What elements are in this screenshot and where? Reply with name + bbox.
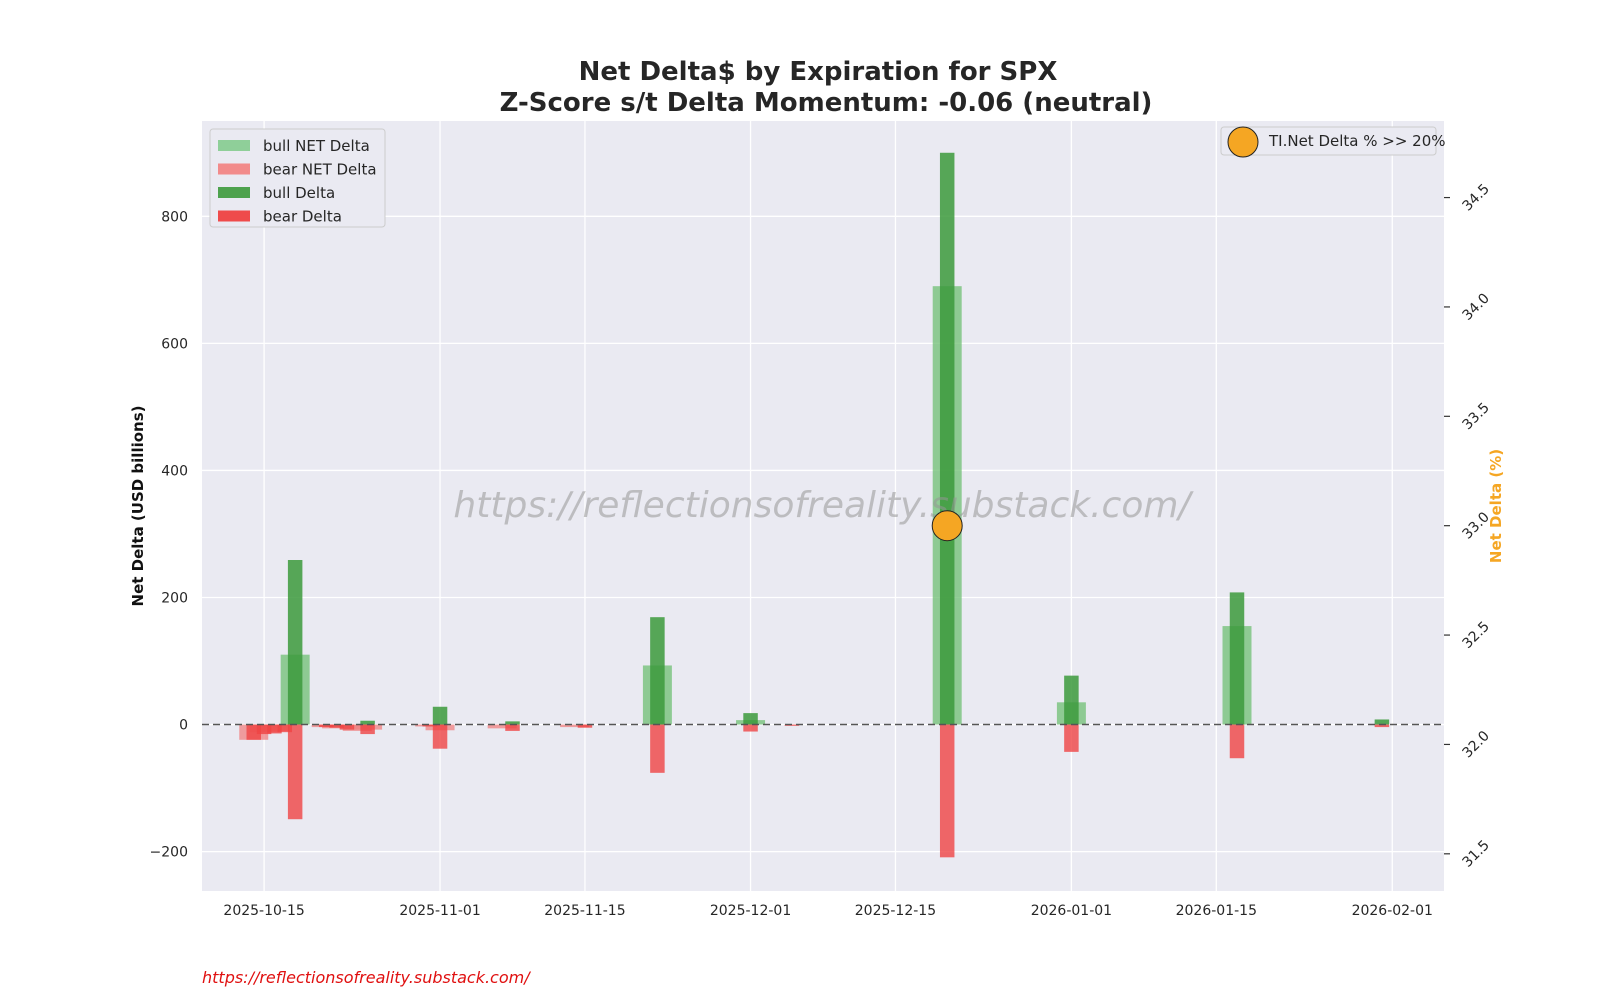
legend-label: bull NET Delta	[263, 137, 370, 155]
legend-box	[209, 128, 386, 228]
x-tick-label: 2025-11-15	[544, 903, 625, 919]
bar	[360, 720, 375, 725]
watermark: https://reflectionsofreality.substack.co…	[453, 485, 1194, 526]
bar	[267, 724, 282, 734]
bar	[277, 724, 293, 733]
bar	[505, 721, 520, 725]
legend-swatch	[218, 187, 250, 198]
marker-point	[931, 510, 963, 542]
bars	[239, 152, 1390, 858]
bar	[1229, 592, 1245, 725]
legend-box	[1220, 126, 1437, 156]
y2-tick-label: 34.5	[1460, 181, 1493, 214]
x-tick-label: 2025-12-01	[710, 903, 791, 919]
y2-tick-label: 32.5	[1460, 619, 1493, 652]
y-tick-label: 800	[161, 209, 188, 225]
y-axis: −200 0 200 400 600 800	[150, 209, 188, 860]
y-tick-label: 200	[161, 590, 188, 606]
y2-axis: 31.532.032.533.033.534.034.5	[1444, 181, 1493, 871]
x-axis: 2025-10-15 2025-11-01 2025-11-15 2025-12-01…	[223, 903, 1433, 919]
legend-label: bull Delta	[263, 184, 335, 202]
bar	[1064, 724, 1079, 752]
bar	[743, 724, 758, 732]
markers	[931, 510, 963, 542]
bar	[1064, 675, 1079, 725]
y-tick-label: −200	[150, 845, 188, 861]
bar	[939, 152, 955, 725]
legend-marker	[1227, 126, 1259, 158]
bar	[487, 724, 517, 729]
x-tick-label: 2025-10-15	[223, 903, 304, 919]
footer-link[interactable]: https://reflectionsofreality.substack.co…	[202, 968, 531, 987]
bar	[432, 706, 448, 725]
plot-area	[202, 121, 1444, 891]
y2-tick-label: 32.0	[1460, 728, 1493, 761]
bar	[1374, 719, 1390, 725]
y-tick-label: 600	[161, 336, 188, 352]
y-axis-label: Net Delta (USD billions)	[129, 406, 147, 607]
legend-label: bear Delta	[263, 208, 342, 226]
x-tick-label: 2026-01-01	[1031, 903, 1112, 919]
bar	[339, 724, 355, 730]
bar	[743, 713, 758, 725]
bar	[1229, 724, 1245, 759]
legend-label: TI.Net Delta % >> 20%	[1268, 132, 1446, 150]
bar	[360, 724, 375, 735]
legend-swatch	[218, 163, 250, 175]
y2-tick-label: 34.0	[1460, 290, 1493, 323]
legend-label: bear NET Delta	[263, 161, 377, 179]
bar	[1374, 724, 1390, 728]
bar	[650, 724, 665, 773]
bar	[577, 724, 593, 728]
legend-swatch	[218, 210, 250, 222]
y2-tick-label: 33.5	[1460, 400, 1493, 433]
chart-title: Net Delta$ by Expiration for SPX	[579, 57, 1058, 87]
bar	[560, 724, 590, 728]
x-tick-label: 2025-11-01	[399, 903, 480, 919]
bar	[650, 617, 665, 725]
x-tick-label: 2026-01-15	[1176, 903, 1257, 919]
bar	[329, 724, 344, 728]
chart-subtitle: Z-Score s/t Delta Momentum: -0.06 (neutr…	[500, 88, 1153, 118]
legend-swatch	[218, 140, 250, 151]
legend-right: TI.Net Delta % >> 20%	[1220, 126, 1446, 158]
y2-tick-label: 31.5	[1460, 837, 1493, 870]
bar	[318, 724, 334, 728]
x-tick-label: 2026-02-01	[1352, 903, 1433, 919]
legend-left: bull NET Delta bear NET Delta bull Delta be…	[209, 128, 386, 228]
y2-axis-label: Net Delta (%)	[1487, 449, 1505, 563]
bar	[422, 724, 437, 727]
bar	[505, 724, 520, 731]
x-tick-label: 2025-12-15	[855, 903, 936, 919]
bar	[287, 560, 303, 725]
y-tick-label: 0	[179, 718, 188, 734]
bar	[939, 724, 955, 858]
bar	[256, 724, 272, 735]
y-tick-label: 400	[161, 463, 188, 479]
bar	[432, 724, 448, 749]
bar	[287, 724, 303, 820]
